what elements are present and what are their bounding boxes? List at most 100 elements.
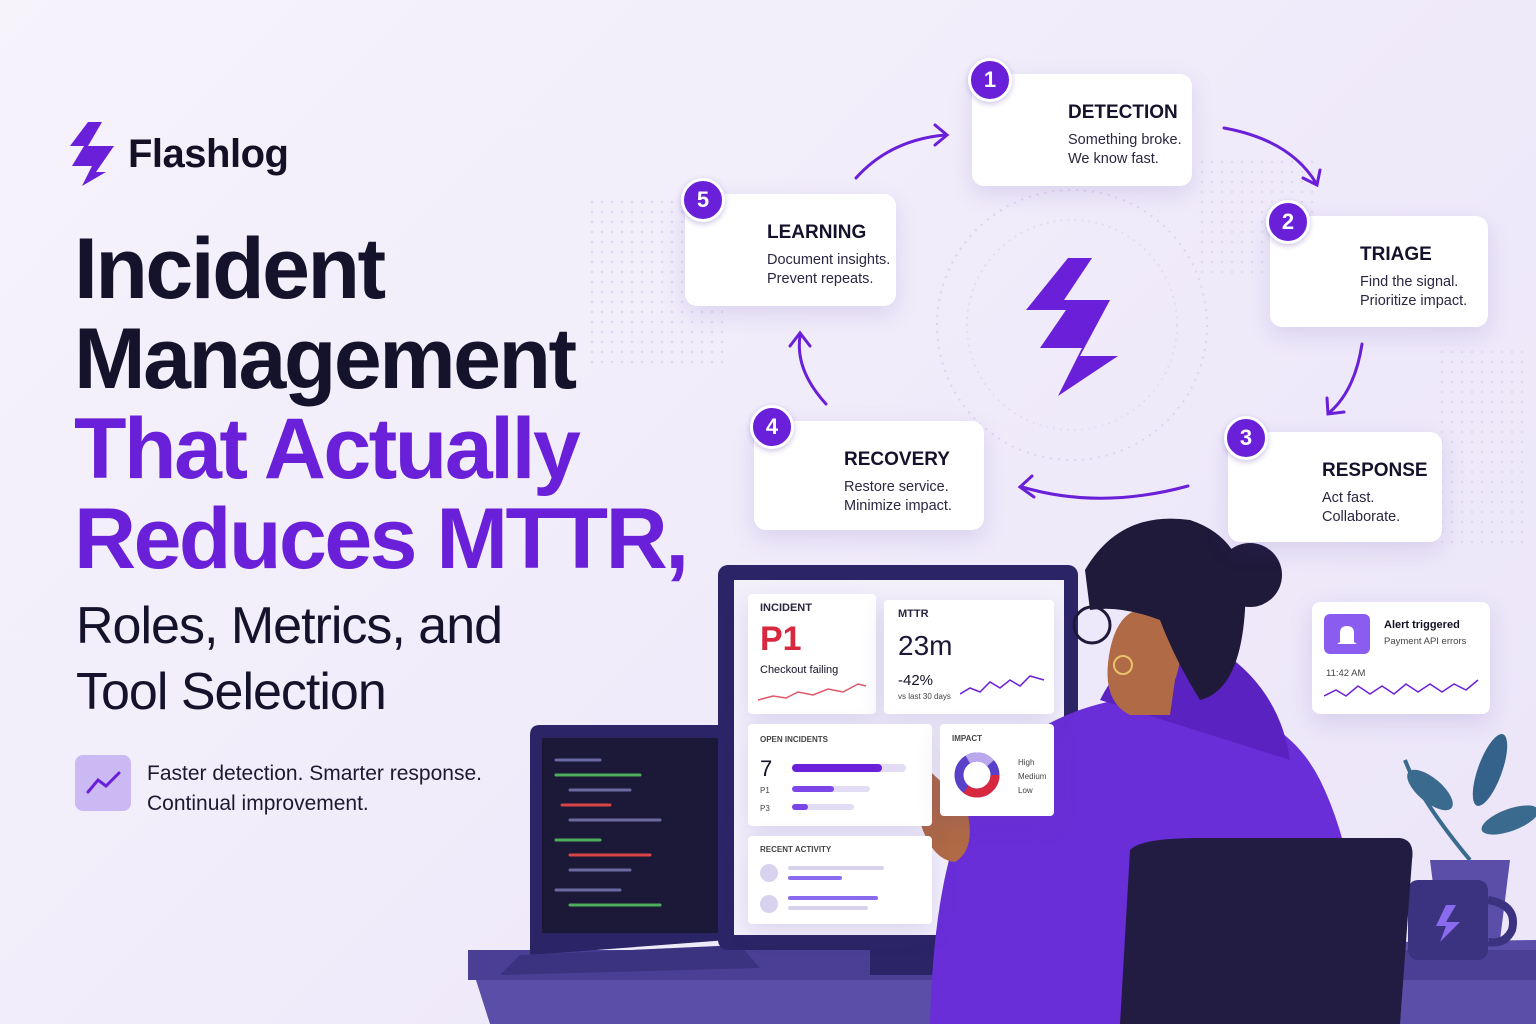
step-badge: 3: [1224, 416, 1268, 460]
tagline-line: Faster detection. Smarter response.: [147, 762, 482, 785]
alert-subtitle: Payment API errors: [1384, 636, 1467, 647]
step-card: TRIAGE Find the signal. Prioritize impact.: [1270, 216, 1488, 327]
activity-list: [760, 864, 884, 913]
decor-path: [1020, 484, 1190, 500]
row-label: P3: [760, 804, 770, 813]
step-text: Prioritize impact.: [1360, 293, 1468, 309]
decor-polyline: [1324, 679, 1479, 697]
panel-label: MTTR: [898, 608, 929, 620]
decor-circle: [1218, 543, 1282, 607]
step-title: RECOVERY: [844, 449, 950, 470]
alert-icon: [1324, 614, 1370, 654]
decor-circle: [760, 864, 778, 882]
decor-path: [1487, 896, 1517, 947]
sparkline: [758, 683, 867, 701]
sparkline: [960, 675, 1045, 695]
sparkline: [1324, 679, 1479, 697]
legend-entry: Low: [1018, 786, 1033, 795]
brand-name: Flashlog: [128, 132, 289, 176]
decor-path: [1328, 342, 1364, 414]
decor-rect: [792, 764, 882, 772]
decor-g: [788, 123, 1364, 500]
mttr-panel: MTTR 23m -42% vs last 30 days: [884, 600, 1054, 714]
decor-path: [797, 334, 828, 406]
alert-time: 11:42 AM: [1326, 668, 1366, 679]
headline-line: Management: [74, 311, 577, 407]
decor-path: [70, 122, 114, 186]
decor-path: [1017, 474, 1036, 499]
step-title: TRIAGE: [1360, 244, 1432, 265]
decor-rect: [788, 866, 884, 870]
headline-line: Incident: [74, 221, 386, 317]
decor-path: [1325, 396, 1346, 416]
decor-rect: [788, 896, 878, 900]
impact-panel: IMPACT High Medium Low: [940, 724, 1054, 816]
decor-path: [788, 330, 812, 348]
decor-path: [933, 123, 950, 147]
decor-path: [1301, 168, 1322, 188]
mttr-change: -42%: [898, 672, 934, 689]
step-text: Minimize impact.: [844, 498, 952, 514]
decor-circle: [936, 189, 1208, 461]
step-title: DETECTION: [1068, 102, 1178, 123]
decor-circle: [760, 895, 778, 913]
incident-panel: INCIDENT P1 Checkout failing: [748, 594, 876, 714]
tagline-line: Continual improvement.: [147, 792, 369, 815]
decor-rect: [792, 804, 808, 810]
donut: [954, 752, 1000, 798]
step-text: Restore service.: [844, 479, 949, 495]
panel-label: IMPACT: [952, 734, 983, 743]
decor-polyline: [960, 675, 1045, 695]
mttr-note: vs last 30 days: [898, 692, 951, 701]
decor-rect: [788, 876, 842, 880]
decor-polyline: [758, 683, 867, 701]
step-text: Act fast.: [1322, 490, 1375, 506]
step-badge: 1: [968, 58, 1012, 102]
step-badge: 2: [1266, 200, 1310, 244]
step-text: Document insights.: [767, 252, 891, 268]
mttr-value: 23m: [898, 630, 953, 661]
decor-rect: [1408, 880, 1488, 960]
step-card: RECOVERY Restore service. Minimize impact.: [754, 421, 984, 530]
decor-path: [1222, 126, 1318, 185]
incident-description: Checkout failing: [760, 664, 839, 676]
decor-rect: [788, 906, 868, 910]
decor-path: [1085, 518, 1246, 700]
decor-ellipse: [1472, 734, 1508, 806]
step-text: Find the signal.: [1360, 274, 1459, 290]
decor-path: [1120, 838, 1413, 1024]
decor-path: [1337, 626, 1357, 644]
step-text: Something broke.: [1068, 132, 1182, 148]
alert-card: Alert triggered Payment API errors 11:42…: [1312, 602, 1490, 714]
panel-label: INCIDENT: [760, 602, 812, 614]
step-text: Collaborate.: [1322, 509, 1401, 525]
subheadline-line: Tool Selection: [76, 663, 387, 721]
panel-label: OPEN INCIDENTS: [760, 735, 829, 744]
headline-line: That Actually: [74, 401, 581, 497]
decor-circle: [954, 752, 1000, 798]
decor-path: [1436, 905, 1460, 942]
decor-rect: [792, 786, 834, 792]
panel-label: RECENT ACTIVITY: [760, 845, 832, 854]
activity-panel: RECENT ACTIVITY: [748, 836, 932, 924]
legend-entry: Medium: [1018, 772, 1047, 781]
decor-circle: [1113, 655, 1133, 675]
decor-circle: [1072, 605, 1112, 645]
step-title: RESPONSE: [1322, 460, 1428, 481]
row-label: P1: [760, 786, 770, 795]
step-title: LEARNING: [767, 222, 867, 243]
alert-title: Alert triggered: [1384, 619, 1460, 631]
decor-path: [1403, 759, 1472, 862]
bars: [792, 764, 906, 810]
decor-path: [1107, 608, 1180, 715]
headline-line: Reduces MTTR,: [74, 491, 689, 587]
decor-g: [554, 758, 662, 907]
decor-path: [86, 771, 121, 794]
step-text: We know fast.: [1068, 151, 1159, 167]
decor-circle: [954, 752, 1000, 798]
step-badge: 4: [750, 405, 794, 449]
decor-ellipse: [1407, 769, 1453, 811]
step-badge: 5: [681, 178, 725, 222]
